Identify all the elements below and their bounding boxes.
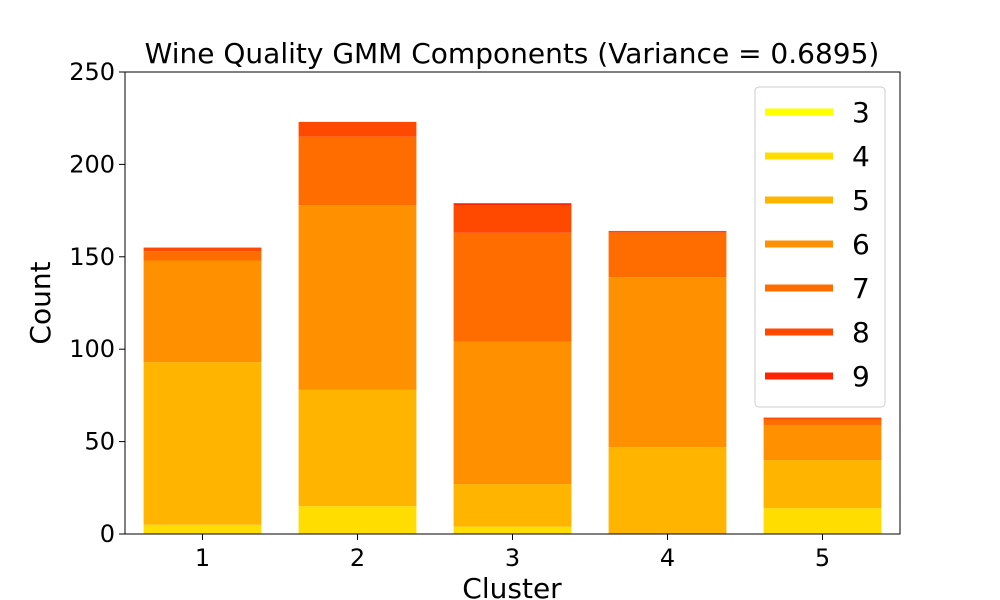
bar-cluster-5-quality-8 <box>763 417 882 420</box>
x-tick-label: 3 <box>505 544 520 572</box>
bar-cluster-5-quality-5 <box>763 460 882 509</box>
y-tick-label: 150 <box>69 243 115 271</box>
bar-cluster-1-quality-7 <box>143 251 262 261</box>
bar-cluster-3-quality-4 <box>453 526 572 534</box>
plot-frame <box>124 71 901 535</box>
bar-cluster-3-quality-8 <box>453 205 572 233</box>
bar-cluster-2-quality-8 <box>298 121 417 137</box>
legend-label-7: 7 <box>852 272 870 305</box>
bar-cluster-1-quality-6 <box>143 260 262 363</box>
y-axis-label: Count <box>24 261 57 344</box>
bar-cluster-3-quality-5 <box>453 484 572 527</box>
legend-label-4: 4 <box>852 140 870 173</box>
bar-cluster-4-quality-5 <box>608 447 727 534</box>
bar-cluster-5-quality-4 <box>763 508 882 534</box>
y-tick-label: 250 <box>69 58 115 86</box>
bar-cluster-3-quality-9 <box>453 203 572 206</box>
bar-cluster-5-quality-7 <box>763 419 882 425</box>
bar-cluster-1-quality-8 <box>143 247 262 252</box>
y-tick-label: 200 <box>69 150 115 178</box>
x-tick-label: 4 <box>660 544 675 572</box>
y-tick-label: 100 <box>69 335 115 363</box>
x-tick-label: 2 <box>350 544 365 572</box>
x-tick-label: 5 <box>815 544 830 572</box>
bar-cluster-2-quality-5 <box>298 389 417 507</box>
y-axis-ticks: 0 50 100 150 200 250 <box>69 58 125 548</box>
y-tick-label: 0 <box>100 520 115 548</box>
bar-cluster-2-quality-7 <box>298 136 417 206</box>
bar-cluster-4-quality-8 <box>608 230 727 233</box>
bar-cluster-4-quality-7 <box>608 232 727 278</box>
bar-cluster-5-quality-6 <box>763 424 882 461</box>
x-axis-label: Cluster <box>462 572 562 600</box>
y-tick-label: 50 <box>84 428 115 456</box>
bars-group <box>143 121 882 534</box>
chart-title: Wine Quality GMM Components (Variance = … <box>145 37 880 70</box>
bar-cluster-2-quality-4 <box>298 506 417 534</box>
bar-cluster-1-quality-5 <box>143 362 262 525</box>
x-tick-label: 1 <box>195 544 210 572</box>
bar-cluster-3-quality-7 <box>453 232 572 342</box>
legend-label-9: 9 <box>852 360 870 393</box>
bar-cluster-4-quality-6 <box>608 277 727 448</box>
bar-cluster-3-quality-6 <box>453 341 572 485</box>
legend: 3 4 5 6 7 8 9 <box>754 86 886 408</box>
x-axis-ticks: 1 2 3 4 5 <box>195 534 830 572</box>
bar-cluster-2-quality-6 <box>298 205 417 390</box>
legend-label-3: 3 <box>852 96 870 129</box>
legend-label-5: 5 <box>852 184 870 217</box>
legend-label-8: 8 <box>852 316 870 349</box>
bar-cluster-1-quality-4 <box>143 524 262 534</box>
legend-label-6: 6 <box>852 228 870 261</box>
